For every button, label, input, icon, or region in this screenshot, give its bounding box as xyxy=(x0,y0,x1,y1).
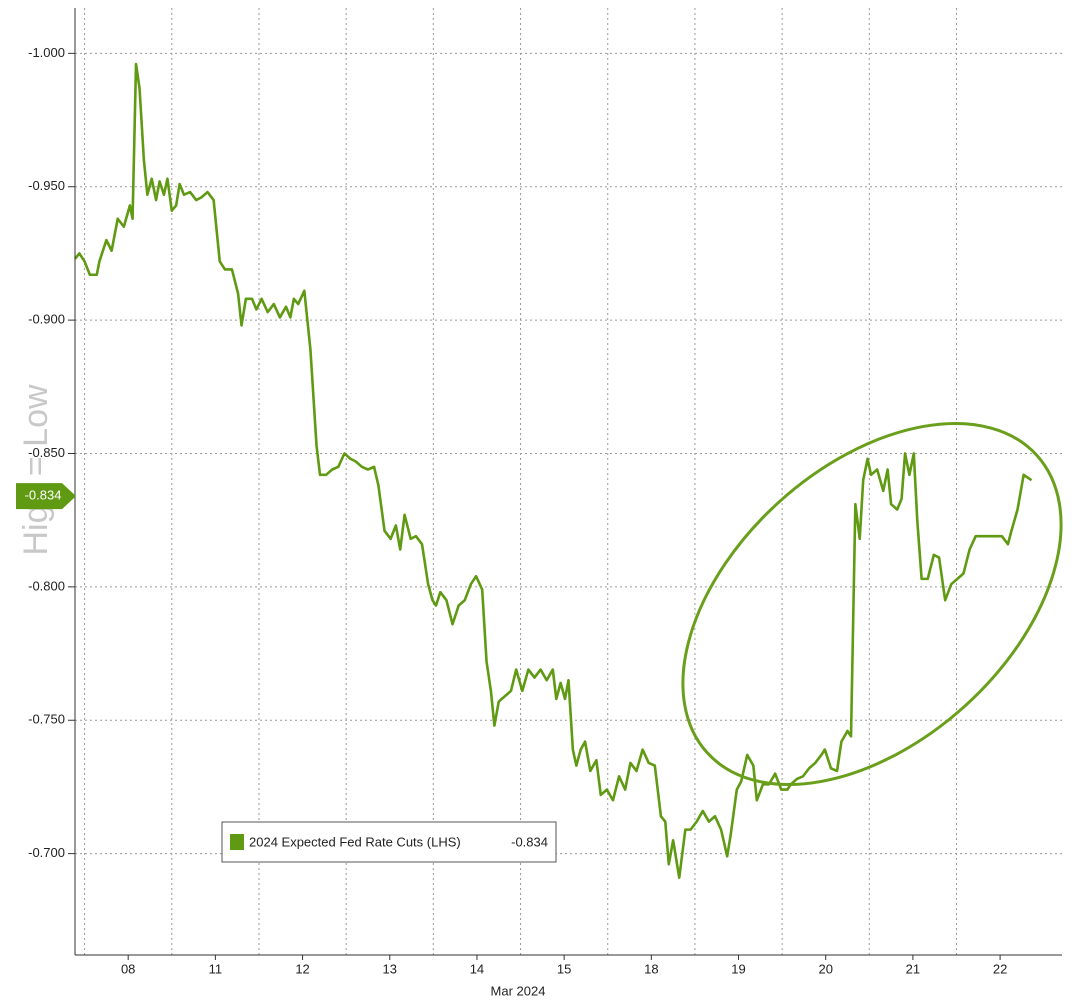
y-tick-label: -0.950 xyxy=(28,178,65,193)
legend-value: -0.834 xyxy=(511,834,548,849)
line-layer xyxy=(73,62,1033,879)
y-tick-label: -0.900 xyxy=(28,312,65,327)
y-tick-label: -1.000 xyxy=(28,45,65,60)
x-tick-label: 21 xyxy=(906,961,920,976)
legend-swatch xyxy=(230,834,244,850)
watermark: High = Low xyxy=(17,384,55,555)
x-tick-label: 12 xyxy=(295,961,309,976)
legend-label: 2024 Expected Fed Rate Cuts (LHS) xyxy=(249,834,461,849)
grid-layer: -1.000 -0.950 -0.900 -0.850 -0.800 -0.750 -0.7… xyxy=(28,8,1062,976)
legend: 2024 Expected Fed Rate Cuts (LHS) -0.834 xyxy=(221,821,557,863)
x-tick-label: 11 xyxy=(209,961,223,976)
x-tick-label: 19 xyxy=(731,961,745,976)
x-tick-label: 14 xyxy=(470,961,484,976)
tag-layer: -0.834 xyxy=(16,483,76,510)
x-tick-label: 08 xyxy=(121,961,135,976)
x-tick-label: 20 xyxy=(818,961,832,976)
y-tick-label: -0.800 xyxy=(28,578,65,593)
y-tick-label: -0.850 xyxy=(28,445,65,460)
current-value-label: -0.834 xyxy=(25,488,62,503)
legend-box xyxy=(221,821,557,863)
y-tick-label: -0.700 xyxy=(28,845,65,860)
x-tick-label: 15 xyxy=(557,961,571,976)
x-tick-label: 22 xyxy=(993,961,1007,976)
y-tick-label: -0.750 xyxy=(28,712,65,727)
series-line xyxy=(73,62,1033,879)
current-value-tag xyxy=(16,483,76,510)
x-tick-label: 18 xyxy=(644,961,658,976)
highlight-ellipse xyxy=(681,421,1063,787)
x-tick-label: 13 xyxy=(383,961,397,976)
x-axis-label: Mar 2024 xyxy=(491,983,546,998)
